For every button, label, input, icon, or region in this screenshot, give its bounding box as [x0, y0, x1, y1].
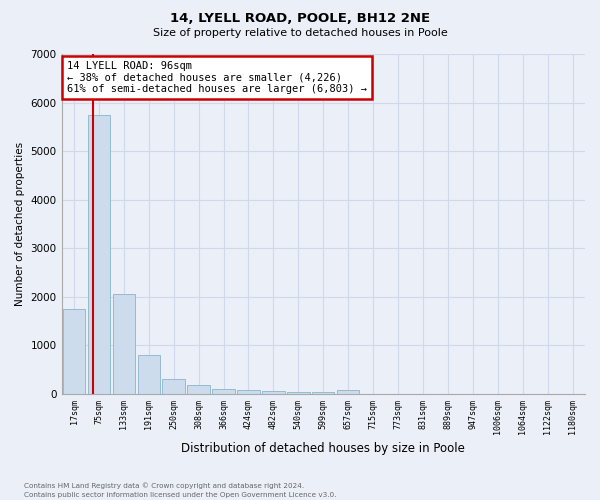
Bar: [287, 392, 310, 394]
Bar: [137, 355, 160, 394]
Text: Contains public sector information licensed under the Open Government Licence v3: Contains public sector information licen…: [24, 492, 337, 498]
Bar: [187, 386, 210, 394]
Bar: [237, 390, 260, 394]
Text: Size of property relative to detached houses in Poole: Size of property relative to detached ho…: [152, 28, 448, 38]
Y-axis label: Number of detached properties: Number of detached properties: [15, 142, 25, 306]
Bar: [113, 294, 135, 394]
Text: 14, LYELL ROAD, POOLE, BH12 2NE: 14, LYELL ROAD, POOLE, BH12 2NE: [170, 12, 430, 26]
Bar: [163, 379, 185, 394]
Bar: [212, 389, 235, 394]
Bar: [88, 114, 110, 394]
Bar: [262, 392, 284, 394]
Text: Contains HM Land Registry data © Crown copyright and database right 2024.: Contains HM Land Registry data © Crown c…: [24, 482, 304, 489]
Text: 14 LYELL ROAD: 96sqm
← 38% of detached houses are smaller (4,226)
61% of semi-de: 14 LYELL ROAD: 96sqm ← 38% of detached h…: [67, 61, 367, 94]
Bar: [312, 392, 334, 394]
Bar: [63, 309, 85, 394]
X-axis label: Distribution of detached houses by size in Poole: Distribution of detached houses by size …: [181, 442, 465, 455]
Bar: [337, 390, 359, 394]
